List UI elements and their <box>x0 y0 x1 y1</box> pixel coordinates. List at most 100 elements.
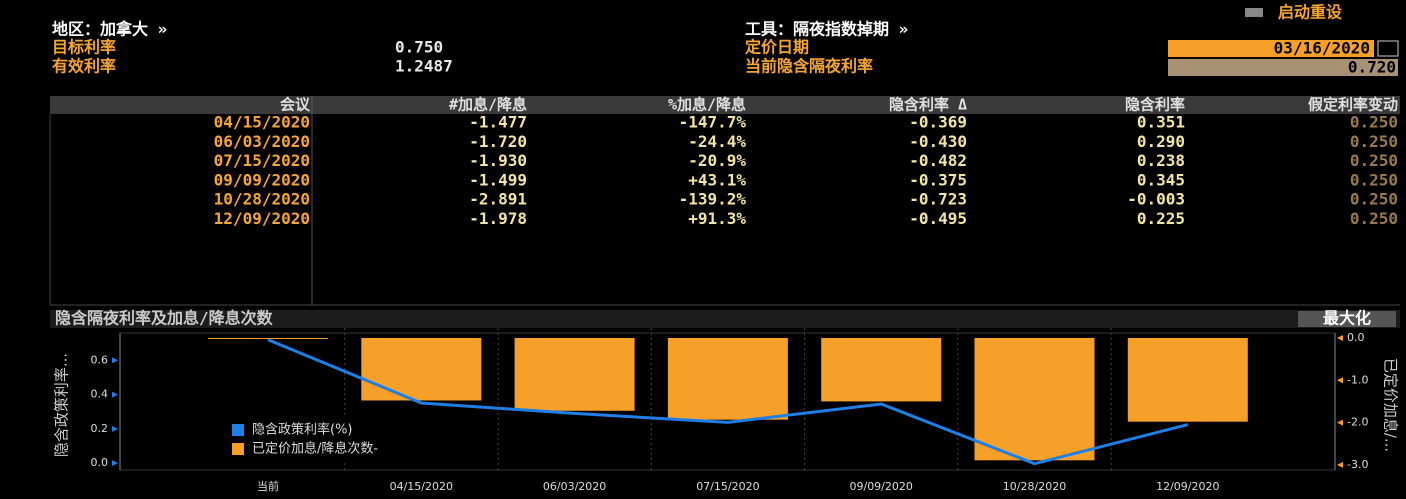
table-cell: -0.495 <box>909 209 967 228</box>
table-cell: +91.3% <box>688 209 746 228</box>
table: 会议 #加息/降息 %加息/降息 隐含利率 Δ 隐含利率 假定利率变动 04/15/2020… <box>214 96 1398 229</box>
table-cell: -1.978 <box>469 209 527 228</box>
y-tick-label: 0.2 <box>91 422 109 435</box>
x-tick-label: 04/15/2020 <box>390 480 453 493</box>
value-box <box>1168 59 1398 76</box>
maximize-label[interactable]: 最大化 <box>1323 309 1371 328</box>
plot: 0.0 0.2 0.4 0.6 0.0 -1.0 -2.0 -3.0 当前 04/15/2020 0… <box>91 328 1368 493</box>
table-cell: -0.369 <box>909 113 967 132</box>
y2-tick <box>1337 335 1343 341</box>
y2-tick-label: -1.0 <box>1347 373 1368 386</box>
chart-title-bar <box>50 310 1400 328</box>
button-icon[interactable] <box>1245 8 1263 17</box>
y-tick <box>112 460 118 467</box>
legend-label[interactable]: 隐含政策利率(%) <box>252 422 353 438</box>
table-cell: 0.250 <box>1350 209 1398 228</box>
table-cell: 0.351 <box>1137 113 1185 132</box>
legend-swatch <box>232 443 244 455</box>
x-tick-label: 12/09/2020 <box>1156 480 1219 493</box>
chart-title: 隐含隔夜利率及加息/降息次数 <box>55 309 274 328</box>
y-tick <box>112 425 118 432</box>
bar <box>361 338 482 401</box>
instrument[interactable]: 工具：隔夜指数掉期 » <box>745 20 908 39</box>
table-cell: -0.723 <box>909 190 967 209</box>
column-header[interactable]: 会议 <box>280 96 311 114</box>
table-cell: -1.930 <box>469 151 527 170</box>
table-cell: -1.499 <box>469 170 527 189</box>
y-axis-label: 隐含政策利率... <box>53 353 71 457</box>
table-cell: -147.7% <box>679 113 747 132</box>
column-header[interactable]: 隐含利率 Δ <box>889 96 967 114</box>
table-header-bg <box>50 96 1400 114</box>
table-cell: 0.225 <box>1137 209 1185 228</box>
table-cell: -20.9% <box>688 151 746 170</box>
y2-tick-label: -3.0 <box>1347 458 1368 471</box>
y2-tick-label: 0.0 <box>1347 331 1365 344</box>
y-tick-label: 0.4 <box>91 388 109 401</box>
table-cell: 12/09/2020 <box>214 209 310 228</box>
table-cell: -0.430 <box>909 132 967 151</box>
table-cell: -0.003 <box>1127 190 1185 209</box>
table-cell: 09/09/2020 <box>214 170 310 189</box>
column-header[interactable]: 隐含利率 <box>1125 96 1185 114</box>
table-cell: -0.482 <box>909 151 967 170</box>
table-cell: 0.238 <box>1137 151 1185 170</box>
field-label: 目标利率 <box>52 38 116 57</box>
field-value: 0.750 <box>395 38 443 57</box>
maximize-button[interactable] <box>1298 311 1396 327</box>
y-tick-label: 0.0 <box>91 456 109 469</box>
x-tick-label: 10/28/2020 <box>1003 480 1066 493</box>
date-input[interactable] <box>1168 40 1374 57</box>
table-cell: 10/28/2020 <box>214 190 310 209</box>
legend-label[interactable]: 已定价加息/降息次数- <box>252 441 378 457</box>
table-cell: -139.2% <box>679 190 747 209</box>
column-header[interactable]: %加息/降息 <box>668 96 746 114</box>
legend-swatch <box>232 424 244 436</box>
region[interactable]: 地区：加拿大 » <box>52 20 167 39</box>
field-value[interactable]: 03/16/2020 <box>1274 39 1370 58</box>
calendar-button[interactable] <box>1377 40 1399 57</box>
table-cell: 0.250 <box>1350 170 1398 189</box>
table-cell: -0.375 <box>909 170 967 189</box>
field-label: 定价日期 <box>744 38 809 57</box>
column-header[interactable]: #加息/降息 <box>449 96 527 114</box>
table-cell: -24.4% <box>688 132 746 151</box>
line <box>267 338 1189 466</box>
table-cell: -1.720 <box>469 132 527 151</box>
field-value: 0.720 <box>1348 58 1396 77</box>
table-cell: 0.250 <box>1350 132 1398 151</box>
field-label: 有效利率 <box>52 57 116 76</box>
y-tick <box>112 357 118 364</box>
bar <box>514 338 635 411</box>
table-cell: 0.345 <box>1137 170 1185 189</box>
x-tick-label: 09/09/2020 <box>849 480 912 493</box>
table-cell: 0.250 <box>1350 190 1398 209</box>
x-tick-label: 06/03/2020 <box>543 480 606 493</box>
field-value: 1.2487 <box>395 57 453 76</box>
bar <box>821 338 942 402</box>
bar <box>208 338 328 339</box>
x-tick-label: 当前 <box>257 479 279 493</box>
table-cell: 0.250 <box>1350 151 1398 170</box>
table-cell: -2.891 <box>469 190 527 209</box>
table-cell: 0.290 <box>1137 132 1185 151</box>
y2-tick-label: -2.0 <box>1347 416 1368 429</box>
y2-tick <box>1337 419 1343 426</box>
table-cell: +43.1% <box>688 170 746 189</box>
legend <box>225 418 440 460</box>
table-cell: 07/15/2020 <box>214 151 310 170</box>
y-tick-label: 0.6 <box>91 353 109 366</box>
x-tick-label: 07/15/2020 <box>696 480 759 493</box>
table-cell: 06/03/2020 <box>214 132 310 151</box>
table-cell: 0.250 <box>1350 113 1398 132</box>
y2-tick <box>1337 461 1343 468</box>
y2-axis-label: 已定价加息/... <box>1382 358 1400 452</box>
field-label: 当前隐含隔夜利率 <box>745 57 873 76</box>
bar <box>667 338 788 420</box>
reset-button[interactable]: 启动重设 <box>1278 3 1343 22</box>
y-tick <box>112 391 118 398</box>
column-header[interactable]: 假定利率变动 <box>1308 96 1398 114</box>
bar <box>1127 338 1248 422</box>
